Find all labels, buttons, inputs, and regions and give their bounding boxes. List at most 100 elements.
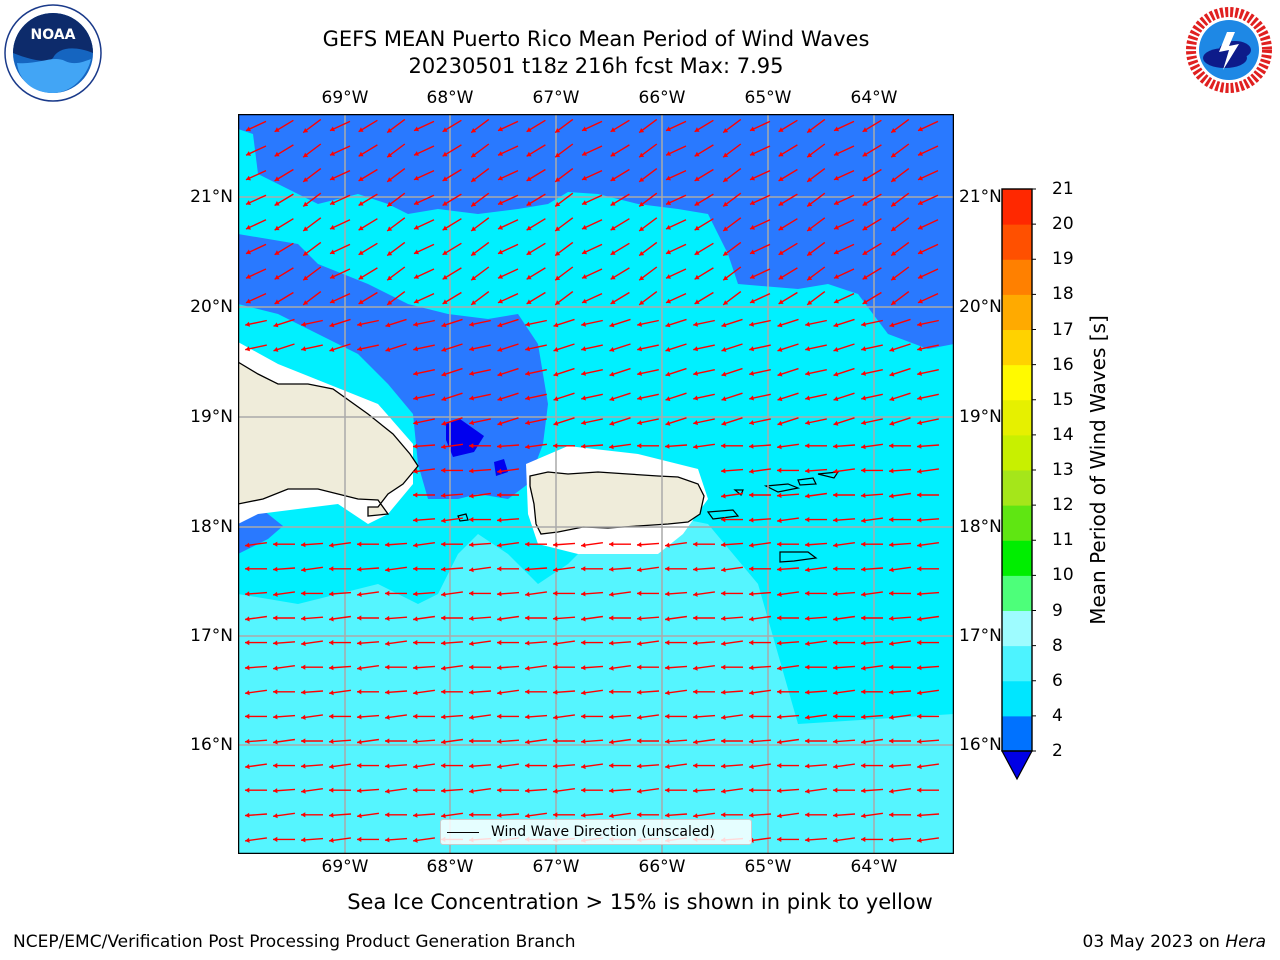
wave-direction-arrowhead [609, 640, 614, 646]
wave-direction-arrowhead [609, 591, 614, 597]
wave-direction-arrowhead [526, 127, 532, 132]
sea-ice-note: Sea Ice Concentration > 15% is shown in … [347, 890, 933, 914]
lat-label-right: 16°N [959, 735, 1002, 755]
wave-direction-arrowhead [330, 249, 335, 255]
wave-direction-arrowhead [329, 542, 334, 548]
wave-direction-arrowhead [833, 443, 838, 449]
wave-direction-arrowhead [777, 665, 782, 671]
wave-direction-arrowhead [666, 298, 671, 304]
wave-direction-arrowhead [609, 739, 614, 745]
wave-direction-arrowhead [637, 714, 642, 720]
wave-direction-arrowhead [581, 420, 586, 426]
wave-direction-arrowhead [301, 346, 306, 352]
colorbar-tick-label: 10 [1052, 565, 1074, 586]
colorbar-segment [1002, 505, 1032, 541]
wave-direction-arrowhead [413, 492, 418, 498]
wave-direction-arrowhead [833, 396, 839, 402]
wave-direction-arrowhead [917, 591, 922, 597]
wave-direction-arrowhead [497, 713, 502, 719]
wave-direction-arrowhead [301, 714, 306, 720]
lon-label-top: 65°W [744, 88, 792, 108]
wave-direction-arrowhead [889, 641, 894, 647]
wave-direction-arrowhead [749, 517, 754, 523]
wave-direction-arrowhead [723, 201, 729, 207]
wave-direction-arrowhead [387, 177, 393, 182]
wave-direction-arrowhead [694, 250, 700, 255]
wave-direction-arrowhead [273, 788, 278, 794]
wave-direction-arrowhead [385, 738, 390, 744]
wave-direction-arrowhead [441, 689, 446, 695]
wave-direction-arrowhead [807, 128, 813, 133]
wave-direction-arrowhead [749, 468, 754, 474]
wave-direction-arrowhead [891, 152, 897, 158]
wave-direction-arrowhead [497, 542, 502, 548]
wave-direction-arrowhead [301, 738, 306, 744]
wave-direction-arrowhead [441, 739, 446, 745]
wave-direction-arrowhead [413, 370, 418, 376]
wave-direction-arrowhead [805, 714, 810, 720]
wave-direction-arrowhead [387, 275, 393, 281]
lat-label-left: 19°N [190, 407, 233, 427]
wave-direction-arrowhead [387, 201, 393, 207]
wave-direction-arrowhead [525, 346, 530, 352]
wave-direction-arrowhead [833, 566, 838, 572]
lon-label-top: 64°W [850, 88, 898, 108]
wave-direction-arrowhead [274, 274, 280, 280]
wave-direction-arrowhead [441, 396, 447, 402]
colorbar-segment [1002, 610, 1032, 647]
wave-direction-arrowhead [469, 763, 474, 769]
wave-direction-arrowhead [413, 346, 418, 352]
wave-direction-arrowhead [917, 738, 922, 744]
wave-direction-arrowhead [721, 812, 726, 818]
wave-direction-arrowhead [861, 321, 866, 327]
wave-direction-arrowhead [497, 616, 502, 622]
wave-direction-arrowhead [693, 566, 698, 572]
wave-direction-arrowhead [721, 347, 727, 352]
wave-direction-arrowhead [385, 590, 390, 596]
wave-direction-arrowhead [750, 224, 755, 230]
wave-direction-arrowhead [469, 517, 474, 523]
wave-direction-arrowhead [441, 444, 446, 450]
wave-direction-arrowhead [301, 689, 306, 695]
wave-direction-arrowhead [862, 151, 868, 157]
wave-direction-arrowhead [525, 763, 530, 769]
wave-direction-arrowhead [469, 468, 474, 474]
lon-label-top: 67°W [532, 88, 580, 108]
wave-direction-arrowhead [245, 346, 250, 352]
wave-direction-arrowhead [694, 201, 700, 206]
wave-direction-arrowhead [245, 591, 250, 597]
wave-direction-arrowhead [723, 226, 729, 231]
wave-direction-arrowhead [861, 518, 866, 524]
wave-direction-arrowhead [555, 226, 561, 231]
wave-direction-arrowhead [917, 321, 922, 327]
lat-label-right: 19°N [959, 407, 1002, 427]
wave-direction-arrowhead [471, 152, 477, 158]
wave-direction-arrowhead [413, 640, 418, 646]
wave-direction-arrowhead [442, 201, 448, 206]
wave-direction-arrowhead [639, 226, 645, 231]
wave-direction-arrowhead [553, 322, 559, 328]
map-canvas [238, 114, 954, 854]
wave-direction-arrowhead [862, 127, 868, 132]
wave-direction-arrowhead [301, 788, 306, 794]
colorbar-segment [1002, 680, 1032, 717]
colorbar-segment [1002, 189, 1032, 225]
lat-label-left: 21°N [190, 187, 233, 207]
colorbar-segment [1002, 364, 1032, 401]
wave-direction-arrowhead [582, 200, 587, 205]
wave-direction-arrowhead [805, 615, 810, 621]
wave-direction-arrowhead [666, 249, 671, 255]
wave-direction-arrowhead [861, 640, 866, 646]
wave-direction-arrowhead [498, 224, 503, 230]
wave-direction-arrowhead [413, 517, 418, 523]
wave-direction-arrowhead [778, 127, 784, 132]
wave-direction-arrowhead [441, 615, 446, 621]
wave-direction-arrowhead [778, 299, 784, 304]
wave-direction-arrowhead [805, 517, 810, 523]
wave-direction-arrowhead [777, 591, 782, 597]
wave-direction-arrowhead [525, 665, 530, 671]
wave-direction-arrowhead [721, 763, 726, 769]
wave-direction-arrowhead [777, 420, 783, 426]
wave-direction-arrowhead [637, 567, 642, 573]
wave-direction-arrowhead [246, 151, 251, 156]
